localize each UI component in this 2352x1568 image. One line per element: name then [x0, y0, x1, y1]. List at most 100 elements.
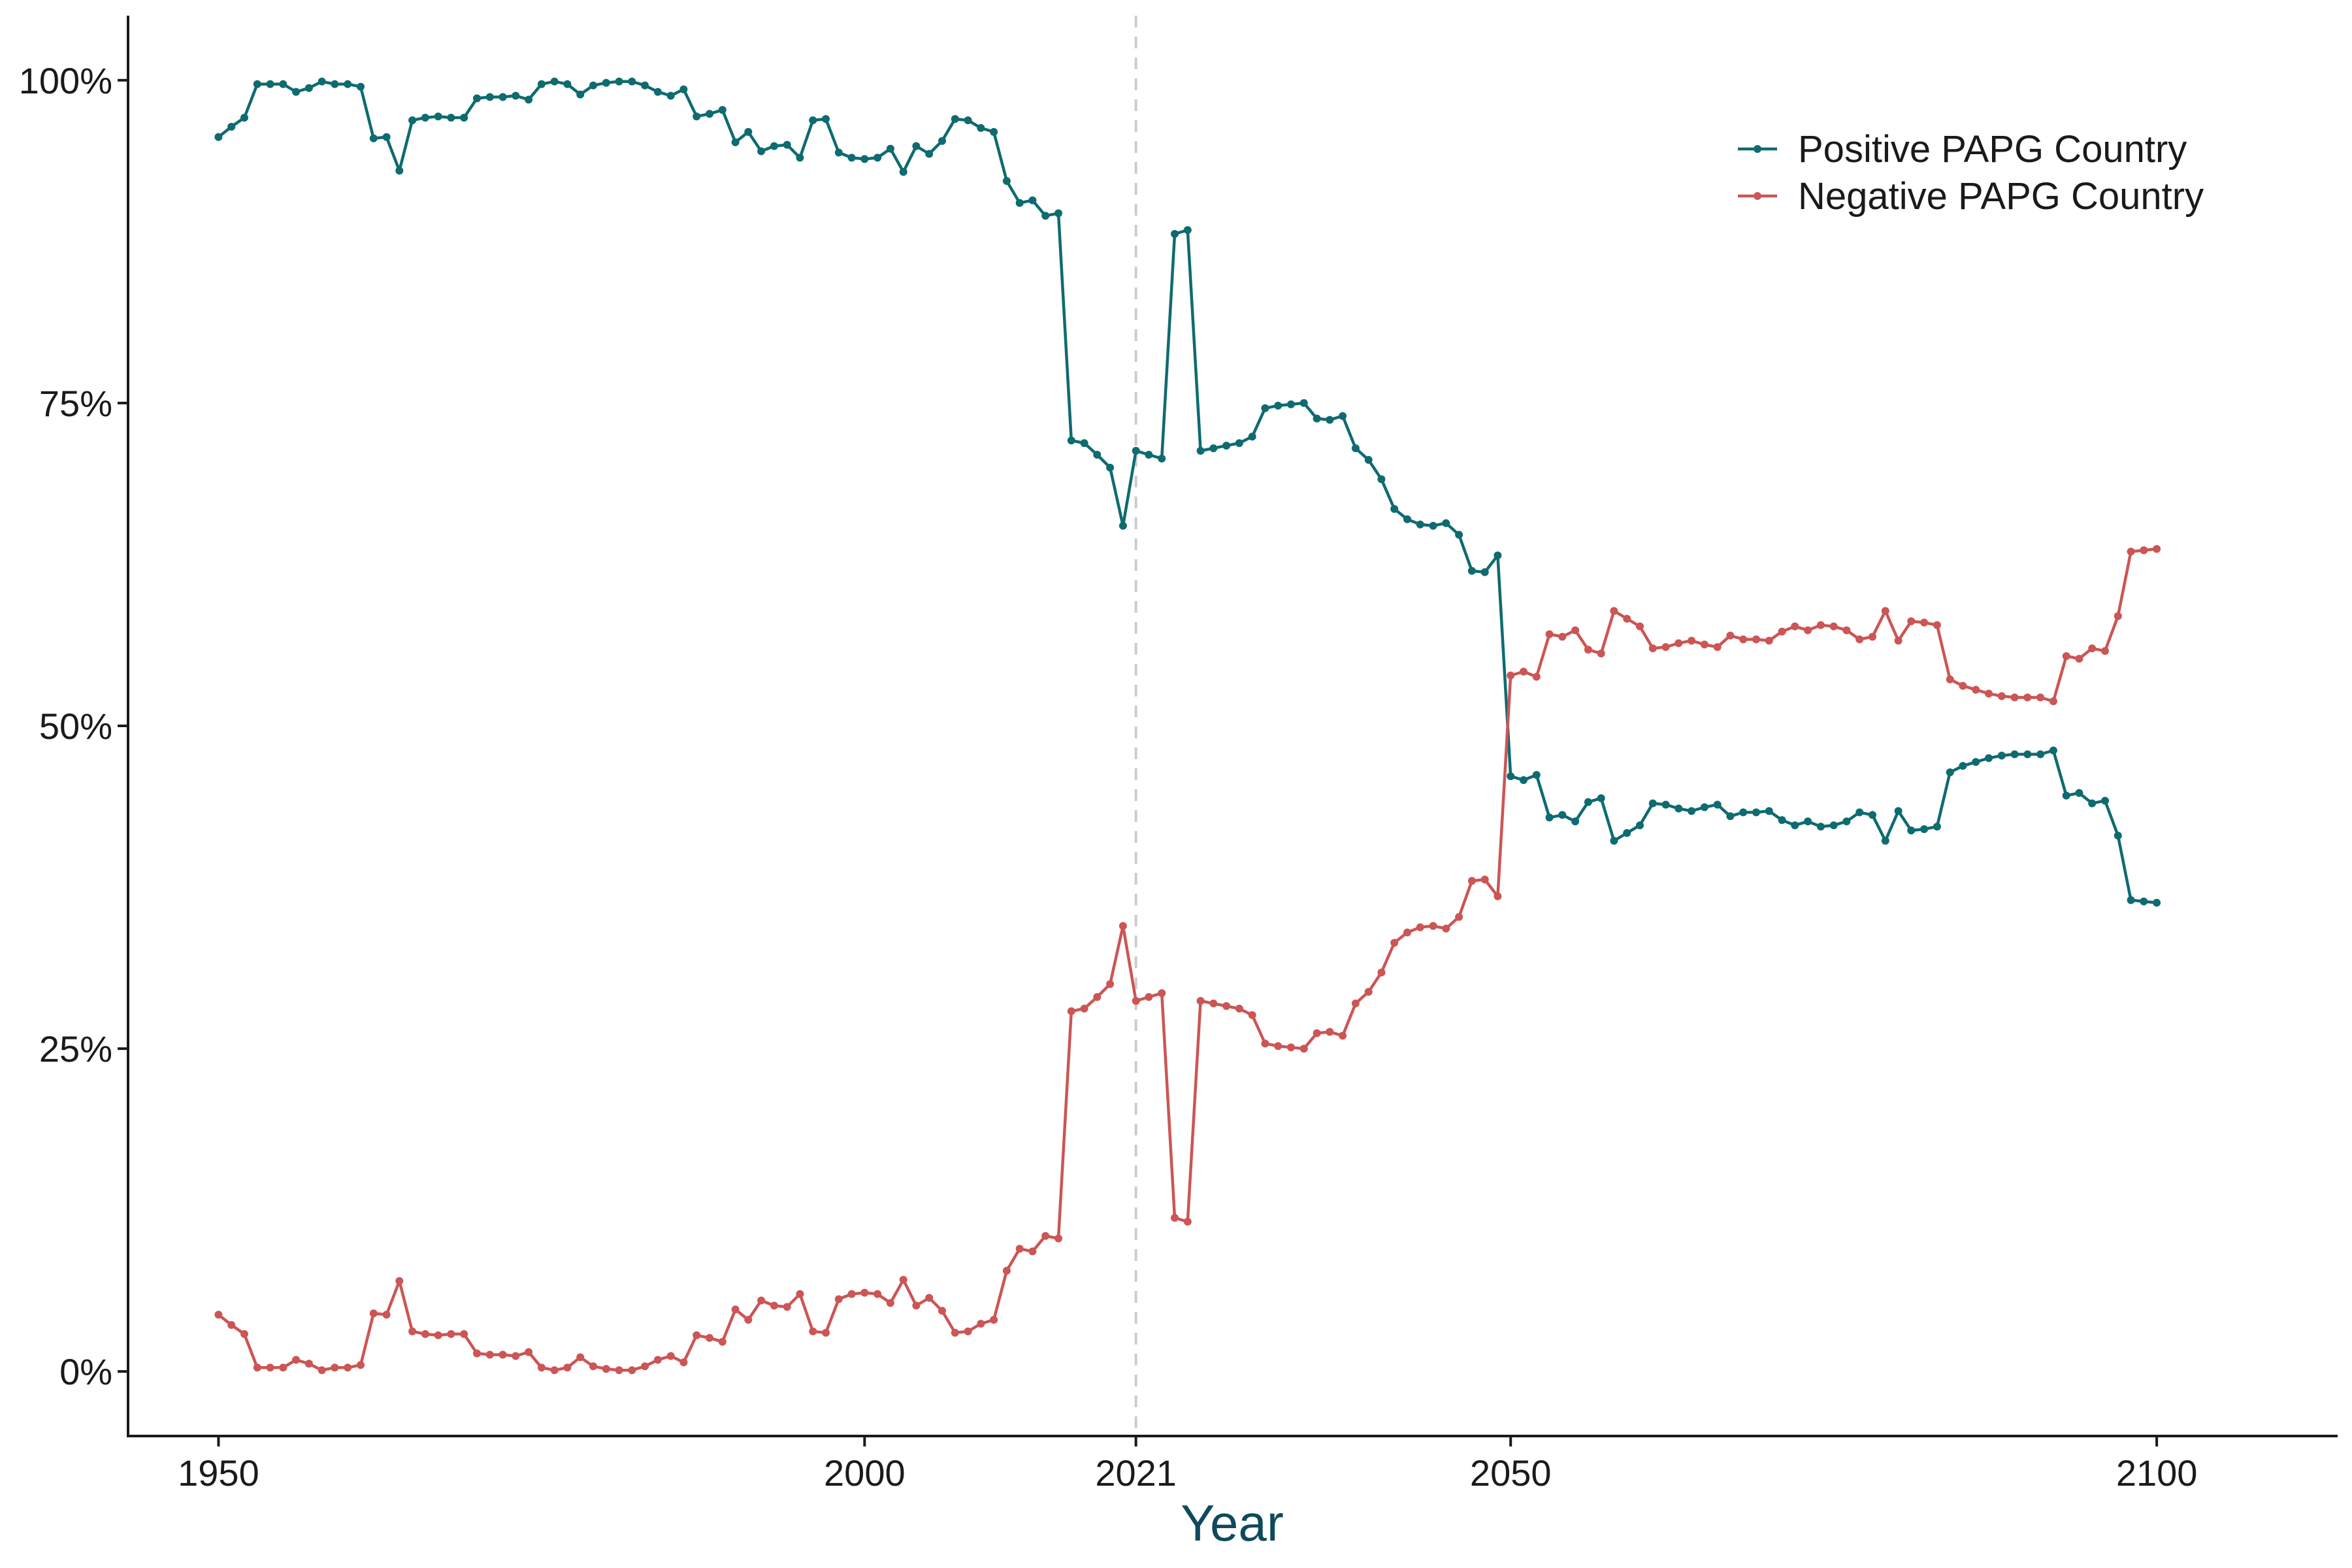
series-layer [214, 77, 2161, 1375]
data-point [1274, 401, 1282, 410]
x-axis-title: Year [1181, 1494, 1284, 1552]
data-point [1739, 635, 1748, 644]
data-point [1067, 436, 1075, 445]
data-point [460, 1330, 468, 1338]
data-point [1816, 823, 1825, 831]
data-point [1183, 226, 1192, 235]
data-point [1829, 821, 1838, 830]
data-point [434, 1331, 442, 1339]
y-axis-ticks: 0% 25% 50% 75% 100% [19, 60, 128, 1392]
data-point [615, 77, 623, 86]
data-point [434, 112, 442, 121]
data-point [304, 1360, 313, 1368]
data-point [1145, 451, 1153, 459]
data-point [1688, 636, 1696, 645]
data-point [1067, 1007, 1075, 1015]
data-point [886, 144, 894, 153]
data-point [1106, 980, 1115, 988]
series-line [217, 547, 2157, 1372]
data-point [1946, 675, 1954, 683]
data-point [253, 1364, 261, 1372]
data-point [1933, 621, 1941, 629]
data-point [1145, 993, 1153, 1001]
data-point [1261, 404, 1269, 412]
data-point [951, 115, 959, 123]
data-point [1429, 521, 1437, 530]
data-point [576, 1353, 585, 1362]
data-point [1997, 692, 2006, 700]
x-tick-label: 2021 [1095, 1452, 1177, 1494]
data-point [1597, 794, 1605, 802]
data-point [292, 1356, 301, 1364]
data-point [731, 138, 740, 146]
data-point [1545, 630, 1554, 638]
data-point [240, 1330, 248, 1338]
data-point [1623, 615, 1631, 623]
data-point [1520, 776, 1527, 784]
data-point [1106, 463, 1115, 472]
data-point [1985, 689, 1993, 698]
data-point [214, 1311, 223, 1319]
data-point [1080, 439, 1088, 448]
data-point [1158, 454, 1166, 463]
data-point [525, 95, 533, 104]
data-point [2075, 789, 2083, 797]
data-point [1274, 1042, 1282, 1051]
data-point [1920, 618, 1929, 627]
data-point [382, 1311, 391, 1319]
data-point [1196, 447, 1205, 455]
data-point [589, 81, 597, 90]
data-point [860, 155, 869, 163]
data-point [1688, 807, 1696, 815]
data-point [1015, 1245, 1024, 1253]
data-point [1636, 622, 1644, 630]
data-point [1351, 999, 1360, 1007]
data-point [1597, 649, 1605, 658]
data-point [602, 1365, 610, 1373]
data-point [770, 1301, 778, 1310]
data-point [1313, 1029, 1321, 1037]
data-point [292, 88, 301, 96]
data-point [1700, 803, 1708, 811]
data-point [834, 1295, 843, 1303]
data-point [1442, 519, 1450, 527]
data-point [2023, 693, 2032, 702]
data-point [1920, 825, 1929, 834]
data-point [550, 1366, 559, 1375]
data-point [1648, 644, 1657, 653]
data-point [1235, 1004, 1243, 1013]
data-point [653, 88, 662, 96]
data-point [1739, 808, 1748, 817]
data-point [977, 1320, 985, 1328]
data-point [1209, 444, 1218, 453]
data-point [1532, 672, 1541, 681]
data-point [1015, 199, 1024, 207]
data-point [1455, 913, 1463, 921]
data-point [2101, 647, 2109, 655]
data-point [693, 1331, 701, 1339]
data-point [822, 1328, 830, 1337]
data-point [1855, 635, 1864, 644]
data-point [1804, 817, 1812, 826]
data-point [485, 1350, 494, 1359]
data-point [537, 80, 546, 88]
data-point [369, 1309, 378, 1318]
data-point [1584, 645, 1592, 654]
data-point [641, 81, 649, 90]
data-point [2114, 612, 2122, 620]
data-point [653, 1356, 662, 1364]
data-point [744, 127, 753, 136]
data-point [1894, 807, 1903, 815]
data-point [1390, 505, 1399, 513]
data-point [485, 93, 494, 101]
data-point [1287, 1043, 1295, 1052]
data-point [266, 1364, 274, 1372]
data-point [925, 150, 934, 158]
y-tick-label: 25% [39, 1028, 112, 1070]
data-point [331, 1364, 339, 1372]
data-point [447, 1330, 455, 1338]
data-point [990, 1316, 998, 1324]
data-point [2153, 545, 2161, 553]
data-point [1054, 209, 1062, 218]
data-point [1467, 877, 1476, 885]
